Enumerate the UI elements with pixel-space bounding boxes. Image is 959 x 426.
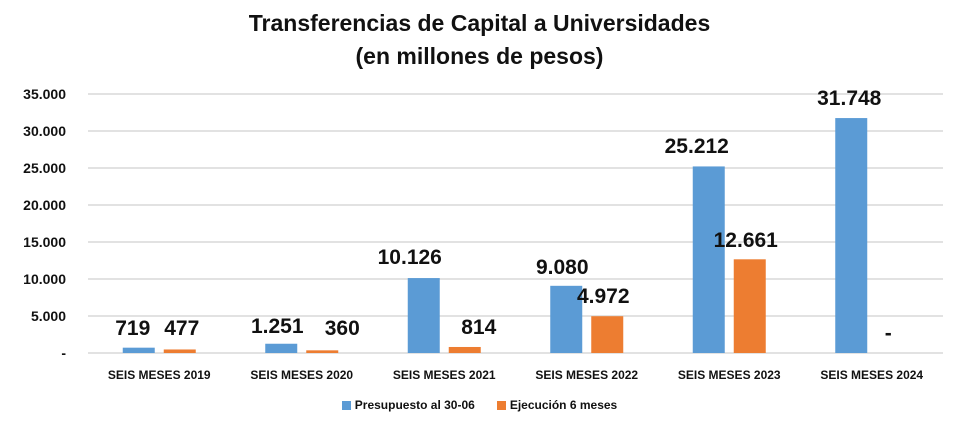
x-tick-label: SEIS MESES 2024 — [820, 368, 923, 382]
data-label-presupuesto: 9.080 — [536, 256, 589, 279]
bar-ejecucion — [733, 259, 766, 353]
x-tick-label: SEIS MESES 2019 — [108, 368, 211, 382]
y-tick-label: 15.000 — [23, 234, 66, 250]
data-label-ejecucion: 12.661 — [714, 229, 779, 252]
y-tick-label: 20.000 — [23, 197, 66, 213]
legend-swatch-blue — [341, 400, 351, 410]
gridlines — [88, 93, 943, 354]
data-label-ejecucion: 477 — [164, 317, 199, 340]
y-tick-label: 25.000 — [23, 160, 66, 176]
legend-label-presupuesto: Presupuesto al 30-06 — [354, 398, 475, 412]
bar-presupuesto — [835, 118, 868, 354]
bar-chart: - 5.000 10.000 15.000 20.000 25.000 30.000 35.0… — [23, 86, 943, 382]
data-label-ejecucion: 360 — [325, 317, 360, 340]
y-tick-label: 35.000 — [23, 86, 66, 102]
y-tick-label: - — [61, 345, 66, 361]
x-axis: SEIS MESES 2019 SEIS MESES 2020 SEIS MESES… — [108, 368, 924, 382]
bar-ejecucion — [448, 346, 481, 353]
y-tick-label: 5.000 — [31, 308, 66, 324]
data-label-presupuesto: 1.251 — [251, 315, 304, 338]
bar-ejecucion — [591, 316, 624, 353]
legend-label-ejecucion: Ejecución 6 meses — [509, 398, 618, 412]
y-axis: - 5.000 10.000 15.000 20.000 25.000 30.000 35.0… — [23, 86, 66, 361]
legend-item-presupuesto: Presupuesto al 30-06 — [341, 398, 475, 412]
x-tick-label: SEIS MESES 2021 — [393, 368, 496, 382]
data-label-presupuesto: 25.212 — [665, 135, 729, 158]
bar-presupuesto — [550, 285, 583, 353]
legend: Presupuesto al 30-06 Ejecución 6 meses — [0, 398, 959, 412]
data-label-ejecucion: - — [885, 322, 892, 345]
y-tick-label: 10.000 — [23, 271, 66, 287]
data-label-presupuesto: 31.748 — [817, 87, 882, 110]
chart-title: Transferencias de Capital a Universidade… — [248, 10, 711, 36]
data-label-ejecucion: 814 — [461, 316, 496, 339]
x-tick-label: SEIS MESES 2022 — [535, 368, 638, 382]
y-tick-label: 30.000 — [23, 123, 66, 139]
bar-ejecucion — [306, 350, 339, 353]
chart-subtitle: (en millones de pesos) — [355, 43, 604, 69]
data-labels: 719 477 1.251 360 10.126 814 9.080 4.972 25.212 1… — [115, 87, 892, 345]
data-label-presupuesto: 10.126 — [378, 246, 442, 269]
x-tick-label: SEIS MESES 2023 — [678, 368, 781, 382]
bar-presupuesto — [265, 343, 298, 353]
data-label-ejecucion: 4.972 — [577, 285, 630, 308]
bar-ejecucion — [163, 349, 196, 353]
x-tick-label: SEIS MESES 2020 — [250, 368, 353, 382]
bar-presupuesto — [692, 166, 725, 353]
legend-item-ejecucion: Ejecución 6 meses — [496, 398, 618, 412]
bar-presupuesto — [122, 347, 155, 353]
bars — [122, 118, 868, 354]
bar-presupuesto — [407, 278, 440, 353]
legend-swatch-orange — [496, 400, 506, 410]
data-label-presupuesto: 719 — [115, 317, 150, 340]
